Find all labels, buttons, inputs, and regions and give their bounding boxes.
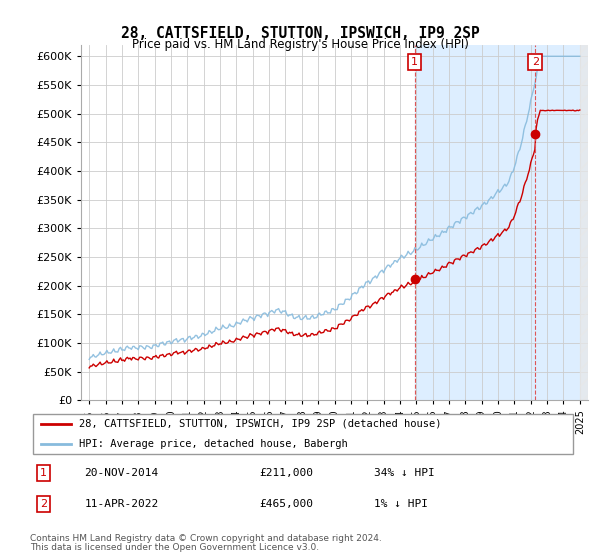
Bar bbox=[580, 45, 588, 400]
Text: 2: 2 bbox=[40, 500, 47, 509]
Bar bbox=[415, 45, 588, 400]
Text: 28, CATTSFIELD, STUTTON, IPSWICH, IP9 2SP: 28, CATTSFIELD, STUTTON, IPSWICH, IP9 2S… bbox=[121, 26, 479, 41]
Text: 34% ↓ HPI: 34% ↓ HPI bbox=[374, 468, 435, 478]
Text: 28, CATTSFIELD, STUTTON, IPSWICH, IP9 2SP (detached house): 28, CATTSFIELD, STUTTON, IPSWICH, IP9 2S… bbox=[79, 419, 442, 429]
Text: This data is licensed under the Open Government Licence v3.0.: This data is licensed under the Open Gov… bbox=[30, 543, 319, 552]
Text: Price paid vs. HM Land Registry's House Price Index (HPI): Price paid vs. HM Land Registry's House … bbox=[131, 38, 469, 52]
Text: 1: 1 bbox=[411, 57, 418, 67]
Text: HPI: Average price, detached house, Babergh: HPI: Average price, detached house, Babe… bbox=[79, 439, 348, 449]
Text: £465,000: £465,000 bbox=[259, 500, 313, 509]
Text: 11-APR-2022: 11-APR-2022 bbox=[85, 500, 159, 509]
Text: 20-NOV-2014: 20-NOV-2014 bbox=[85, 468, 159, 478]
Text: 1: 1 bbox=[40, 468, 47, 478]
Text: 2: 2 bbox=[532, 57, 539, 67]
FancyBboxPatch shape bbox=[33, 414, 573, 454]
Text: 1% ↓ HPI: 1% ↓ HPI bbox=[374, 500, 428, 509]
Text: Contains HM Land Registry data © Crown copyright and database right 2024.: Contains HM Land Registry data © Crown c… bbox=[30, 534, 382, 543]
Text: £211,000: £211,000 bbox=[259, 468, 313, 478]
